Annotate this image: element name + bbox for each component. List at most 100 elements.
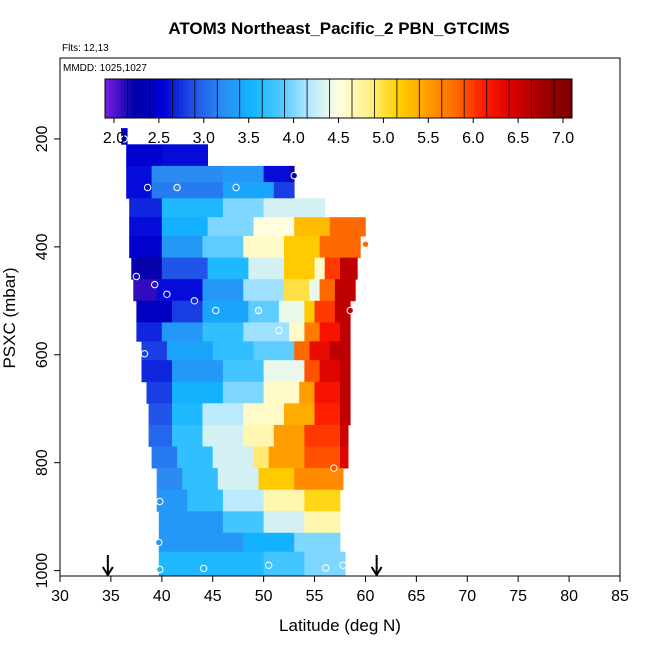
heat-cell-11-4 <box>294 341 310 361</box>
chart-title: ATOM3 Northeast_Pacific_2 PBN_GTCIMS <box>168 19 509 38</box>
heat-cell-14-0 <box>148 403 173 426</box>
colorbar-swatch-37 <box>248 79 254 118</box>
heat-cell-9-6 <box>314 300 336 323</box>
heat-cell-13-6 <box>340 381 351 404</box>
heat-cell-15-3 <box>243 424 275 447</box>
colorbar-swatch-9 <box>140 79 145 118</box>
colorbar-swatch-102 <box>501 79 507 118</box>
colorbar-swatch-105 <box>513 79 519 118</box>
data-point-5 <box>361 240 370 248</box>
heat-cell-21-2 <box>304 551 346 577</box>
colorbar-swatch-92 <box>463 79 468 118</box>
heat-cell-9-3 <box>248 300 280 323</box>
heat-cell-7-7 <box>340 257 358 280</box>
x-tick-label: 75 <box>509 588 527 605</box>
heat-cell-6-2 <box>202 236 244 259</box>
colorbar-swatch-40 <box>260 79 266 118</box>
heat-cell-12-3 <box>263 360 305 383</box>
heat-cell-8-6 <box>319 279 336 302</box>
heat-cell-14-4 <box>284 403 315 426</box>
heat-cell-6-0 <box>129 236 163 259</box>
heat-cell-13-1 <box>172 381 224 404</box>
colorbar-swatch-5 <box>124 79 129 118</box>
heat-cell-17-3 <box>258 468 295 491</box>
heat-cell-11-0 <box>141 341 168 361</box>
heat-cell-15-1 <box>172 424 203 447</box>
heat-cell-5-1 <box>161 217 208 237</box>
colorbar-swatch-93 <box>466 79 472 118</box>
heat-cell-21-0 <box>158 551 265 577</box>
colorbar-swatch-87 <box>443 79 448 118</box>
colorbar-swatch-21 <box>186 79 192 118</box>
colorbar-swatch-104 <box>509 79 515 118</box>
heat-cell-10-1 <box>161 322 203 342</box>
heat-cell-10-0 <box>136 322 163 342</box>
colorbar-swatch-36 <box>245 79 250 118</box>
heat-cell-11-1 <box>166 341 214 361</box>
colorbar-swatch-90 <box>455 79 460 118</box>
colorbar-swatch-28 <box>213 79 219 118</box>
y-tick-label: 600 <box>34 341 51 368</box>
colorbar-swatch-117 <box>560 79 565 118</box>
x-tick-label: 55 <box>306 588 324 605</box>
x-tick-label: 85 <box>611 588 629 605</box>
colorbar-swatch-60 <box>338 79 343 118</box>
x-tick-label: 70 <box>458 588 476 605</box>
data-point-20 <box>265 561 273 569</box>
heat-cell-6-4 <box>284 236 320 259</box>
colorbar-swatch-110 <box>533 79 538 118</box>
heat-cell-12-5 <box>319 360 341 383</box>
heat-cell-20-2 <box>294 532 341 553</box>
heat-cell-2-3 <box>263 165 290 183</box>
heat-cell-17-2 <box>217 468 259 491</box>
colorbar-swatch-59 <box>334 79 339 118</box>
heat-cell-18-4 <box>304 489 341 512</box>
y-axis: 200 400 600 800 1000 <box>34 125 60 588</box>
heat-cell-18-2 <box>222 489 264 512</box>
heat-cell-13-4 <box>299 381 315 404</box>
data-point-17 <box>155 538 163 547</box>
colorbar-swatch-8 <box>136 79 141 118</box>
heat-cell-10-7 <box>340 322 351 342</box>
colorbar-swatch-4 <box>120 79 125 118</box>
heat-cell-16-4 <box>268 446 305 469</box>
heat-cell-17-1 <box>182 468 219 491</box>
heat-cell-17-0 <box>156 468 183 491</box>
heat-cell-12-2 <box>222 360 264 383</box>
x-tick-label: 35 <box>102 588 120 605</box>
y-tick-label: 400 <box>34 233 51 260</box>
heat-cell-9-0 <box>136 300 173 323</box>
heat-cell-11-2 <box>212 341 254 361</box>
heat-cell-6-3 <box>243 236 285 259</box>
heat-cell-5-0 <box>129 217 163 237</box>
colorbar-swatch-66 <box>361 79 367 118</box>
data-point-2 <box>173 183 181 192</box>
colorbar-swatch-89 <box>451 79 456 118</box>
y-tick-label: 1000 <box>34 553 51 589</box>
colorbar-swatch-55 <box>319 79 324 118</box>
colorbar-swatch-32 <box>229 79 234 118</box>
heat-cell-18-0 <box>156 489 188 512</box>
colorbar-swatch-91 <box>459 79 464 118</box>
colorbar-swatch-76 <box>400 79 406 118</box>
heat-cell-18-1 <box>187 489 224 512</box>
data-point-8 <box>163 290 171 298</box>
colorbar-swatch-56 <box>322 79 328 118</box>
heat-cell-16-5 <box>304 446 341 469</box>
colorbar-tick-label: 6.5 <box>507 130 529 147</box>
colorbar-swatch-85 <box>435 79 441 118</box>
data-point-12 <box>275 326 283 335</box>
colorbar-swatch-0 <box>105 79 110 118</box>
colorbar-tick-label: 5.0 <box>372 130 394 147</box>
colorbar-swatch-7 <box>132 79 137 118</box>
colorbar-swatch-79 <box>412 79 417 118</box>
heat-cell-10-4 <box>289 322 305 342</box>
colorbar-swatch-64 <box>354 79 359 118</box>
data-point-7 <box>151 280 159 289</box>
colorbar-swatch-68 <box>369 79 375 118</box>
dates-label: MMDD: 1025,1027 <box>63 63 147 74</box>
colorbar-swatch-75 <box>396 79 402 118</box>
heat-cell-9-5 <box>304 300 315 323</box>
data-point-11 <box>254 306 263 315</box>
heat-cell-6-1 <box>161 236 203 259</box>
